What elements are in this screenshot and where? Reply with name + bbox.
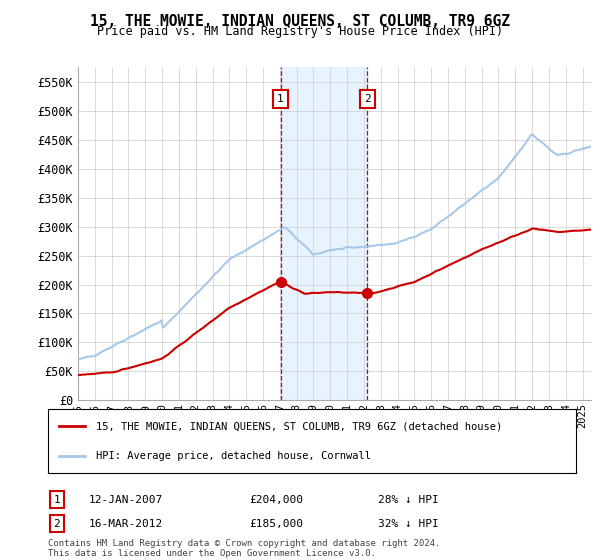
Text: 2: 2 (53, 519, 61, 529)
Text: 15, THE MOWIE, INDIAN QUEENS, ST COLUMB, TR9 6GZ (detached house): 15, THE MOWIE, INDIAN QUEENS, ST COLUMB,… (95, 421, 502, 431)
Text: 28% ↓ HPI: 28% ↓ HPI (377, 494, 439, 505)
Text: This data is licensed under the Open Government Licence v3.0.: This data is licensed under the Open Gov… (48, 549, 376, 558)
Text: Contains HM Land Registry data © Crown copyright and database right 2024.: Contains HM Land Registry data © Crown c… (48, 539, 440, 548)
Text: 16-MAR-2012: 16-MAR-2012 (89, 519, 163, 529)
Text: 1: 1 (53, 494, 61, 505)
Text: HPI: Average price, detached house, Cornwall: HPI: Average price, detached house, Corn… (95, 451, 371, 461)
Text: 15, THE MOWIE, INDIAN QUEENS, ST COLUMB, TR9 6GZ: 15, THE MOWIE, INDIAN QUEENS, ST COLUMB,… (90, 14, 510, 29)
Text: £204,000: £204,000 (249, 494, 303, 505)
Text: 12-JAN-2007: 12-JAN-2007 (89, 494, 163, 505)
Text: 2: 2 (364, 94, 371, 104)
Text: 1: 1 (277, 94, 284, 104)
Text: Price paid vs. HM Land Registry's House Price Index (HPI): Price paid vs. HM Land Registry's House … (97, 25, 503, 38)
Text: £185,000: £185,000 (249, 519, 303, 529)
Text: 32% ↓ HPI: 32% ↓ HPI (377, 519, 439, 529)
